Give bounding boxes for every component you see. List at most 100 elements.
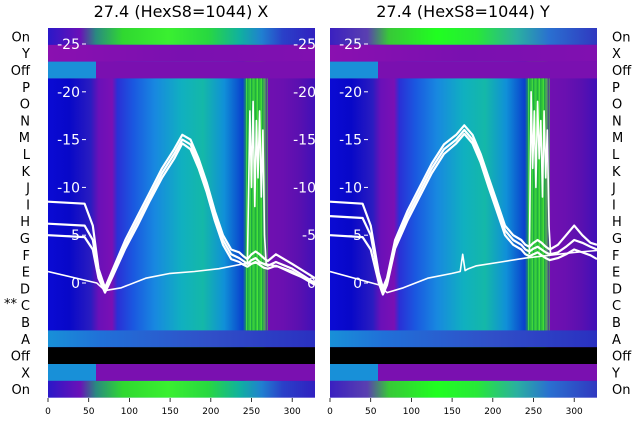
heatmap-row-on-top (48, 28, 315, 45)
heatmap-row-on-bottom (48, 380, 315, 398)
overlay-y-tick: -25 (57, 37, 80, 53)
x-tick-label: 300 (284, 407, 301, 417)
row-label: On (612, 30, 630, 45)
overlay-y-tick-right: 0 (307, 276, 316, 292)
overlay-y-tick: -20 (57, 85, 80, 101)
row-label: H (612, 215, 622, 230)
row-label: Off (612, 350, 632, 365)
row-label: B (612, 316, 621, 331)
row-label: I (26, 198, 30, 213)
row-label: Y (21, 47, 30, 62)
overlay-y-tick-right: -15 (293, 133, 316, 149)
heatmap-row-21-lead (330, 364, 378, 381)
overlay-y-tick-right: -5 (302, 228, 316, 244)
row-label: L (23, 148, 31, 163)
marker-label: ** (4, 297, 18, 312)
x-tick-label: 300 (566, 407, 583, 417)
row-label: Off (11, 64, 31, 79)
row-label: O (612, 98, 622, 113)
row-label: O (20, 98, 30, 113)
x-tick-label: 250 (243, 407, 260, 417)
x-tick-label: 100 (121, 407, 138, 417)
row-label: Off (11, 350, 31, 365)
heatmap-row-on-bottom (330, 380, 597, 398)
row-label: N (612, 114, 622, 129)
overlay-line (48, 133, 315, 289)
x-tick-label: 250 (525, 407, 542, 417)
row-label: F (23, 249, 30, 264)
row-label: J (611, 182, 616, 197)
left-heatmap-panel: -25 -25-20 -20-15 -15-10 -10-5 -50 0 (48, 28, 316, 398)
overlay-y-tick: -25 (339, 37, 362, 53)
row-label: B (21, 316, 30, 331)
overlay-y-tick: 0 (71, 276, 80, 292)
heatmap-row-2 (48, 44, 315, 62)
row-label: M (19, 131, 30, 146)
row-label: P (612, 81, 620, 96)
overlay-line (330, 249, 597, 294)
row-label: A (612, 333, 621, 348)
overlay-y-tick-right: -25 (293, 37, 316, 53)
overlay-y-tick: -15 (57, 133, 80, 149)
x-tick-label: 100 (403, 407, 420, 417)
row-label: C (612, 299, 621, 314)
right-heatmap-panel: -25-20-15-10-50 (330, 28, 597, 398)
row-label: E (612, 266, 620, 281)
row-label: J (25, 182, 30, 197)
row-label: E (22, 266, 30, 281)
heatmap-row-21-lead (48, 364, 96, 381)
right-panel-title: 27.4 (HexS8=1044) Y (376, 2, 550, 21)
x-tick-label: 50 (365, 407, 377, 417)
left-panel-title: 27.4 (HexS8=1044) X (94, 2, 269, 21)
row-label: X (612, 47, 621, 62)
row-label: M (612, 131, 623, 146)
overlay-y-tick: -10 (57, 180, 80, 196)
row-label: On (12, 30, 30, 45)
row-label: On (612, 383, 630, 398)
heatmap-row-off-top (48, 61, 315, 79)
right-x-axis: 0 50 100 150 200 250 300 (327, 398, 583, 417)
heatmap-row-off-bottom (330, 347, 597, 364)
x-tick-label: 200 (202, 407, 219, 417)
heatmap-row-21 (330, 364, 597, 381)
x-tick-label: 150 (444, 407, 461, 417)
x-tick-label: 0 (327, 407, 333, 417)
overlay-line (246, 100, 267, 264)
heatmap-row-on-top (330, 28, 597, 45)
row-label: F (612, 249, 619, 264)
left-x-axis: 0 50 100 150 200 250 300 (45, 398, 301, 417)
x-tick-label: 50 (83, 407, 95, 417)
row-label: D (20, 282, 30, 297)
row-label: D (612, 282, 622, 297)
row-label: K (21, 165, 30, 180)
x-tick-label: 150 (162, 407, 179, 417)
heatmap-row-off-bottom (48, 347, 315, 364)
row-label: C (21, 299, 30, 314)
overlay-y-tick: -15 (339, 133, 362, 149)
row-label: I (612, 198, 616, 213)
row-label: N (20, 114, 30, 129)
overlay-line (330, 132, 597, 296)
row-label: K (612, 165, 621, 180)
row-label: Y (611, 366, 620, 381)
row-label: G (612, 232, 622, 247)
row-label: A (21, 333, 30, 348)
row-label: On (12, 383, 30, 398)
overlay-y-tick-right: -10 (293, 180, 316, 196)
heatmap-row-off-top (330, 61, 597, 79)
heatmap-row-a (48, 330, 315, 348)
overlay-line (528, 91, 552, 255)
row-label: X (21, 366, 30, 381)
overlay-y-tick: -10 (339, 180, 362, 196)
x-tick-label: 0 (45, 407, 51, 417)
row-label: L (612, 148, 620, 163)
heatmap-row-off-top-lead (330, 61, 378, 79)
row-label: Off (612, 64, 632, 79)
row-label: G (20, 232, 30, 247)
overlay-y-tick-right: -20 (293, 85, 316, 101)
heatmap-row-21 (48, 364, 315, 381)
row-label: P (22, 81, 30, 96)
